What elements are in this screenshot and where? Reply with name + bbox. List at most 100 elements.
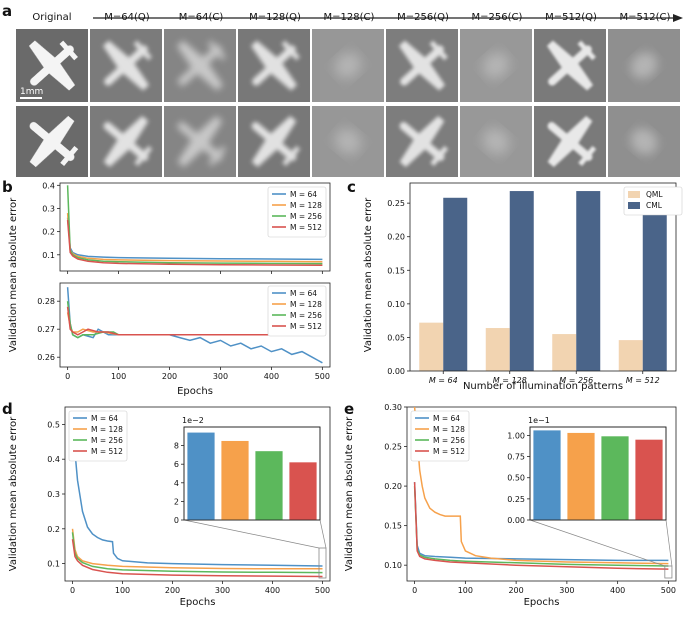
y-tick-label: 0.05 [387,333,405,342]
airplane-shape [334,52,362,79]
x-tick-label: 0 [412,586,417,595]
panel-a-header-m256c: M=256(C) [472,12,523,23]
series-line-m64 [66,287,323,364]
airplane-shape [398,40,448,91]
airplane-wing [29,115,75,168]
airplane-shape [176,40,226,91]
thumb-r0-c8 [608,29,680,102]
x-tick-label: 300 [215,586,230,595]
inset-bar-m256 [601,436,629,520]
legend-box [410,410,470,462]
y-tick-label: 0.1 [47,560,60,569]
thumb-r0-c1 [90,29,162,102]
thumb-r1-c7 [534,106,606,177]
y-tick-label: 0.00 [387,367,405,376]
x-tick-label: M = 64 [429,376,458,385]
y-tick-label: 0.10 [387,300,405,309]
airplane-tail [281,40,300,61]
airplane-shape [102,40,152,91]
x-tick-label: 100 [111,372,126,381]
legend-label: M = 256 [290,212,322,221]
legend-label: M = 256 [433,436,465,445]
airplane-wing [103,115,149,168]
panel-a-header-m512q: M=512(Q) [545,12,597,23]
inset-bar-m512 [635,439,663,520]
series-line-m128 [413,406,669,565]
thumb-r0-c5 [386,29,458,102]
airplane-blob [334,128,362,155]
bar-cml-3 [642,191,667,371]
inset-y-tick-label: 6 [174,460,179,469]
airplane-wing [102,40,150,91]
bar-qml-3 [618,340,643,371]
airplane-tail [207,40,226,61]
inset-y-tick-label: 0.75 [507,453,525,462]
legend-label: M = 128 [290,201,322,210]
series-line-m64 [413,482,669,562]
legend-swatch [628,202,640,209]
bar-cml-0 [443,197,468,371]
x-axis-label: Number of illumination patterns [463,381,623,392]
x-tick-label: M = 512 [626,376,660,385]
thumb-r1-c6 [460,106,532,177]
series-line-m256 [71,532,323,574]
legend-swatch [628,191,640,198]
legend-label: M = 64 [290,190,317,199]
x-tick-label: 500 [315,586,330,595]
inset-frame-top [183,426,321,521]
airplane-tail [59,40,78,61]
legend-box [267,285,327,337]
legend-label: M = 256 [290,311,322,320]
legend-label: M = 512 [290,223,322,232]
airplane-shape [482,128,510,155]
airplane-shape [334,128,362,155]
x-tick-label: 500 [315,372,330,381]
axes-frame [406,406,677,582]
airplane-shape [177,115,227,168]
y-tick-label: 0.2 [47,525,60,534]
airplane-wing [399,115,445,168]
airplane-tail [60,145,79,166]
airplane-shape [547,115,597,168]
legend-label: M = 64 [290,289,317,298]
airplane-wing [250,40,298,91]
series-line-m64 [71,413,323,567]
airplane-wing [251,115,297,168]
x-tick-label: 100 [115,586,130,595]
inset-y-tick-label: 0.50 [507,474,525,483]
bar-qml-2 [552,334,577,371]
series-line-m512 [66,306,323,336]
y-tick-label: 0.25 [387,199,405,208]
y-tick-label: 0.5 [47,420,60,429]
inset-y-tick-label: 0.00 [507,516,525,525]
zoom-box [318,547,327,579]
y-tick-label: 0.3 [47,490,60,499]
x-tick-label: 300 [213,372,228,381]
zoom-connector [665,519,673,567]
airplane-tail [134,145,153,166]
panel-letter-b: b [2,178,13,196]
panel-a-header-m64c: M=64(C) [179,12,224,23]
airplane-wing [177,115,223,168]
chart-d: d 0 100 200 300 400 500 0.1 0.2 0.3 0.4 0.5 M = 64 M … [2,400,331,608]
scale-bar-label: 1mm [20,87,43,97]
chart-e: e 0 100 200 300 400 500 0.10 0.15 0.20 0.25 0.30 M =… [344,400,677,608]
panel-a-header-original: Original [32,12,71,23]
legend-box [267,186,327,238]
x-tick-label: 0 [65,372,70,381]
chart-b-top: b 0.1 0.2 0.3 0.4 M = 64 M = 128 M = 256 M = 512… [2,178,331,352]
x-tick-label: 200 [508,586,523,595]
legend-label: CML [646,201,663,210]
airplane-wing [176,40,224,91]
airplane-blob [482,52,510,79]
airplane-shape [29,115,79,168]
axes-frame [59,182,331,272]
airplane-wing [28,40,76,91]
legend-label: M = 128 [290,300,322,309]
inset-y-tick-label: 8 [174,442,179,451]
x-tick-label: 200 [162,372,177,381]
y-tick-label: 0.4 [47,455,60,464]
legend-label: M = 512 [91,447,123,456]
airplane-shape [482,52,510,79]
zoom-connector [183,519,320,549]
